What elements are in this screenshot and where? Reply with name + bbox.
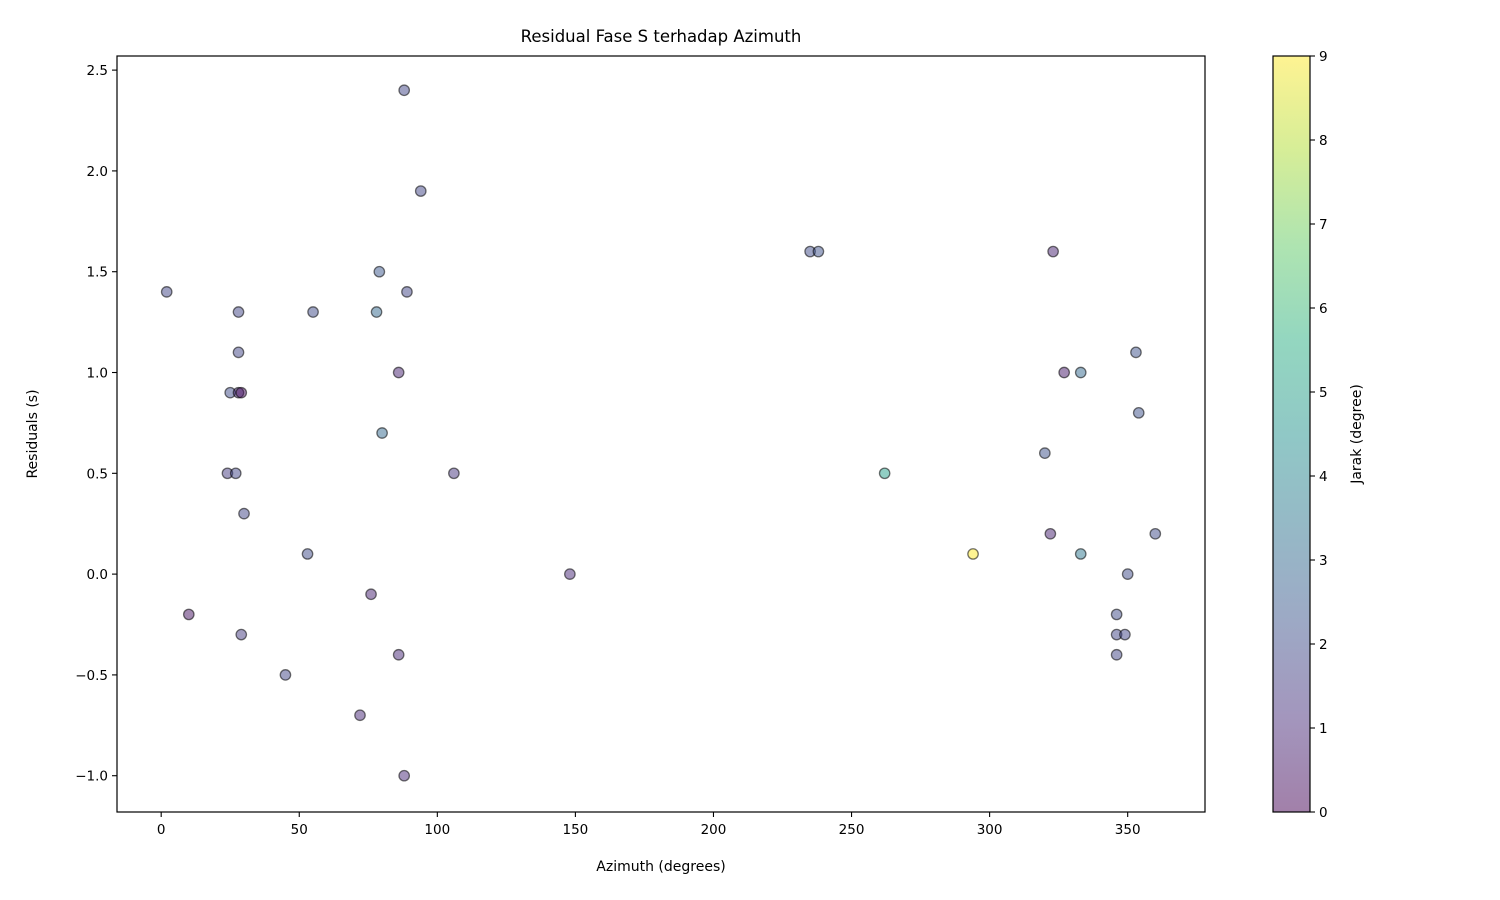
data-point [1119,628,1131,641]
y-tick-label: −1.0 [75,769,108,785]
x-tick-label: 300 [977,822,1003,838]
data-point [229,467,242,480]
data-point [232,346,245,359]
data-point [1058,366,1071,379]
data-point [365,588,377,601]
x-tick-label: 50 [291,822,308,838]
y-axis: −1.0 −0.5 0.0 0.5 1.0 1.5 2.0 2.5 [75,63,117,785]
y-axis-label: Residuals (s) [25,389,41,478]
colorbar-tick-label: 8 [1319,133,1328,149]
colorbar-tick-label: 9 [1319,49,1328,65]
data-point [376,427,388,439]
colorbar-tick-label: 0 [1319,805,1328,821]
x-tick-label: 150 [563,822,589,838]
y-tick-label: −0.5 [75,668,108,684]
colorbar-ticks: 0 1 2 3 4 5 6 7 8 9 [1310,49,1328,821]
data-point [1149,527,1162,540]
data-point [401,286,413,298]
data-point [160,286,173,298]
y-tick-label: 1.0 [87,366,108,382]
data-point [301,548,314,560]
x-tick-label: 0 [157,822,166,838]
data-point [414,185,427,197]
data-point [238,507,250,520]
y-tick-label: 2.5 [87,63,108,79]
data-point [235,386,248,399]
data-point [448,467,460,480]
data-point [398,769,411,782]
data-point [1132,406,1145,419]
colorbar-label: Jarak (degree) [1349,384,1365,485]
data-point [235,628,248,641]
data-point [1121,568,1134,580]
data-point [373,265,386,278]
y-tick-label: 0.5 [87,466,108,482]
data-point [1038,447,1051,460]
colorbar-gradient [1273,56,1310,812]
data-points [160,84,1162,782]
data-point [878,467,891,480]
data-point [398,84,411,97]
data-point [1044,527,1057,540]
data-point [1047,245,1059,258]
data-point [1074,548,1087,560]
x-tick-label: 250 [839,822,865,838]
colorbar-tick-label: 2 [1319,637,1328,653]
data-point [967,548,979,560]
data-point [182,608,195,621]
data-point [354,709,366,722]
y-tick-label: 1.5 [87,265,108,281]
data-point [392,366,405,379]
x-tick-label: 100 [424,822,450,838]
x-axis-label: Azimuth (degrees) [596,859,725,875]
colorbar: 0 1 2 3 4 5 6 7 8 9 Jarak (degree) [1272,49,1365,821]
x-tick-label: 200 [701,822,727,838]
colorbar-frame [1272,55,1311,813]
data-point [564,568,576,580]
data-point [1074,366,1087,379]
data-point [1110,608,1123,621]
colorbar-tick-label: 1 [1319,721,1328,737]
data-point [392,648,405,661]
data-point [279,669,292,681]
y-tick-label: 2.0 [87,164,108,180]
y-tick-label: 0.0 [87,567,108,583]
colorbar-tick-label: 3 [1319,553,1328,569]
data-point [232,306,245,318]
data-point [307,306,319,318]
data-point [1130,346,1142,359]
x-axis: 0 50 100 150 200 250 300 350 [157,812,1141,838]
data-point [1110,648,1123,661]
colorbar-tick-label: 7 [1319,217,1328,233]
colorbar-tick-label: 6 [1319,301,1328,317]
plot-frame [116,55,1206,813]
chart-title: Residual Fase S terhadap Azimuth [521,27,802,46]
data-point [812,245,825,258]
colorbar-tick-label: 4 [1319,469,1328,485]
colorbar-tick-label: 5 [1319,385,1328,401]
data-point [370,306,383,318]
x-tick-label: 350 [1115,822,1141,838]
